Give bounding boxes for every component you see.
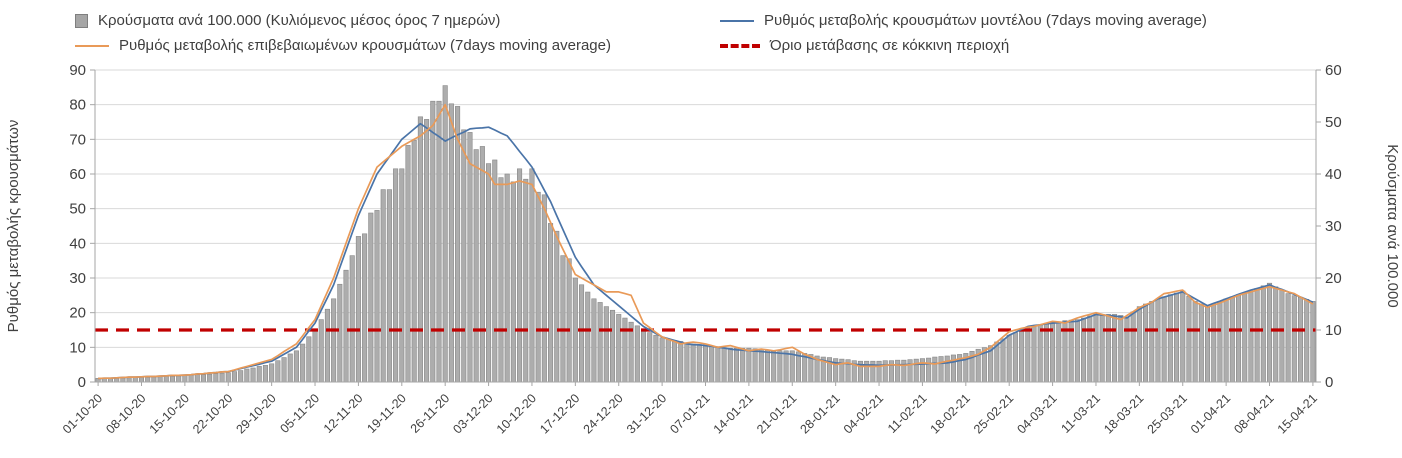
svg-text:26-11-20: 26-11-20: [408, 391, 453, 436]
svg-text:20: 20: [69, 305, 86, 322]
svg-text:25-03-21: 25-03-21: [1145, 391, 1190, 436]
legend-item-bars: Κρούσματα ανά 100.000 (Κυλιόμενος μέσος …: [75, 12, 720, 29]
svg-text:70: 70: [69, 131, 86, 148]
svg-text:03-12-20: 03-12-20: [450, 391, 495, 436]
svg-text:31-12-20: 31-12-20: [624, 391, 669, 436]
svg-text:05-11-20: 05-11-20: [278, 391, 323, 436]
svg-text:01-04-21: 01-04-21: [1188, 391, 1233, 436]
svg-text:24-12-20: 24-12-20: [581, 391, 626, 436]
svg-text:90: 90: [69, 62, 86, 79]
model-line-legend-label: Ρυθμός μεταβολής κρουσμάτων μοντέλου (7d…: [764, 12, 1207, 29]
svg-text:50: 50: [1325, 114, 1342, 131]
right-axis-ticks: 0 10 20 30 40 50 60: [1316, 62, 1342, 391]
svg-text:21-01-21: 21-01-21: [754, 391, 799, 436]
bars-series: [95, 85, 1316, 383]
confirmed-line-series: [98, 103, 1314, 380]
bars-legend-swatch: [75, 13, 88, 28]
svg-text:19-11-20: 19-11-20: [364, 391, 409, 436]
model-line-legend-swatch: [720, 19, 754, 22]
svg-text:15-04-21: 15-04-21: [1275, 391, 1320, 436]
legend-item-threshold: Όριο μετάβασης σε κόκκινη περιοχή: [720, 37, 1402, 54]
svg-text:11-02-21: 11-02-21: [885, 391, 930, 436]
model-line-series: [98, 122, 1314, 380]
svg-text:10: 10: [69, 339, 86, 356]
svg-text:40: 40: [1325, 166, 1342, 183]
svg-text:22-10-20: 22-10-20: [190, 391, 235, 436]
svg-text:08-10-20: 08-10-20: [103, 391, 148, 436]
threshold-legend-label: Όριο μετάβασης σε κόκκινη περιοχή: [770, 37, 1010, 54]
confirmed-line-legend-swatch: [75, 44, 109, 47]
legend-item-confirmed-line: Ρυθμός μεταβολής επιβεβαιωμένων κρουσμάτ…: [75, 37, 720, 54]
left-axis-ticks: 0 10 20 30 40 50 60 70 80 90: [69, 62, 95, 391]
svg-text:12-11-20: 12-11-20: [321, 391, 366, 436]
svg-text:0: 0: [1325, 374, 1333, 391]
svg-text:50: 50: [69, 201, 86, 218]
svg-text:10: 10: [1325, 322, 1342, 339]
svg-text:08-04-21: 08-04-21: [1231, 391, 1276, 436]
svg-text:04-03-21: 04-03-21: [1014, 391, 1059, 436]
svg-text:15-10-20: 15-10-20: [147, 391, 192, 436]
svg-text:01-10-20: 01-10-20: [60, 391, 105, 436]
chart-canvas: 0 10 20 30 40 50 60 70 80 90 0 10 20 30 40 50 60 01-10-20…: [5, 62, 1401, 437]
x-axis-ticks: 01-10-2008-10-2015-10-2022-10-2029-10-20…: [60, 382, 1320, 437]
legend-row-2: Ρυθμός μεταβολής επιβεβαιωμένων κρουσμάτ…: [75, 33, 1402, 58]
legend-item-model-line: Ρυθμός μεταβολής κρουσμάτων μοντέλου (7d…: [720, 12, 1402, 29]
bars-legend-label: Κρούσματα ανά 100.000 (Κυλιόμενος μέσος …: [98, 12, 501, 29]
svg-text:29-10-20: 29-10-20: [233, 391, 278, 436]
gridlines: [95, 69, 1316, 348]
svg-text:18-03-21: 18-03-21: [1101, 391, 1146, 436]
svg-text:07-01-21: 07-01-21: [667, 391, 712, 436]
svg-text:60: 60: [69, 166, 86, 183]
svg-text:28-01-21: 28-01-21: [797, 391, 842, 436]
legend: Κρούσματα ανά 100.000 (Κυλιόμενος μέσος …: [0, 0, 1402, 60]
svg-text:60: 60: [1325, 62, 1342, 79]
left-axis-title: Ρυθμός μεταβολής κρουσμάτων: [5, 120, 22, 333]
svg-text:17-12-20: 17-12-20: [537, 391, 582, 436]
svg-text:40: 40: [69, 235, 86, 252]
threshold-legend-swatch: [720, 43, 760, 48]
svg-text:10-12-20: 10-12-20: [494, 391, 539, 436]
legend-row-1: Κρούσματα ανά 100.000 (Κυλιόμενος μέσος …: [75, 8, 1402, 33]
svg-text:30: 30: [69, 270, 86, 287]
svg-text:11-03-21: 11-03-21: [1058, 391, 1103, 436]
right-axis-title: Κρούσματα ανά 100.000: [1384, 144, 1401, 307]
svg-text:80: 80: [69, 97, 86, 114]
svg-text:04-02-21: 04-02-21: [841, 391, 886, 436]
confirmed-line-legend-label: Ρυθμός μεταβολής επιβεβαιωμένων κρουσμάτ…: [119, 37, 611, 54]
svg-text:30: 30: [1325, 218, 1342, 235]
svg-text:14-01-21: 14-01-21: [711, 391, 756, 436]
svg-text:25-02-21: 25-02-21: [971, 391, 1016, 436]
svg-text:18-02-21: 18-02-21: [928, 391, 973, 436]
svg-text:20: 20: [1325, 270, 1342, 287]
svg-text:0: 0: [78, 374, 86, 391]
